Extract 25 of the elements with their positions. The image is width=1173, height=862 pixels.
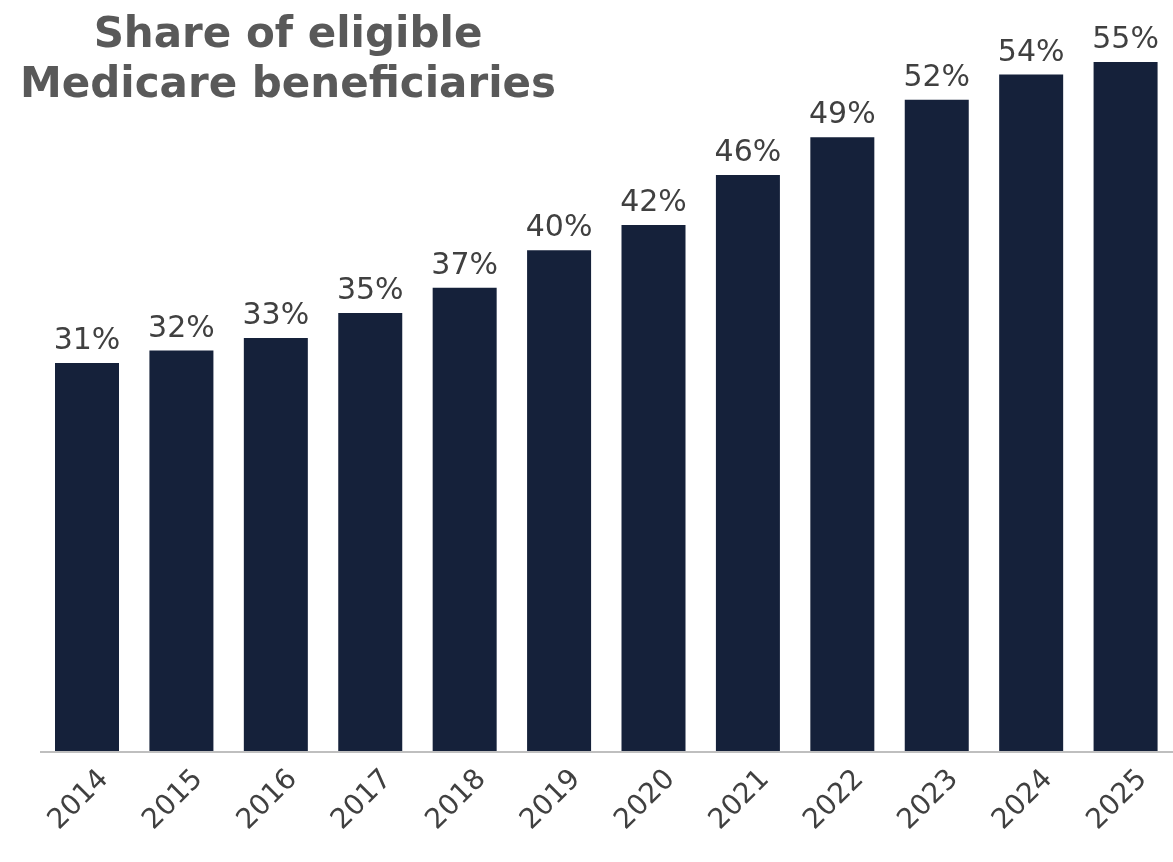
bar xyxy=(904,99,969,752)
bar xyxy=(149,350,214,752)
bar xyxy=(810,137,875,752)
bar xyxy=(527,250,592,752)
data-label: 54% xyxy=(997,32,1065,68)
data-label: 52% xyxy=(903,57,971,93)
bar xyxy=(999,74,1064,752)
data-label: 37% xyxy=(431,245,499,281)
data-label: 35% xyxy=(336,270,404,306)
data-label: 46% xyxy=(714,132,782,168)
data-label: 31% xyxy=(53,321,121,357)
data-label: 49% xyxy=(808,95,876,131)
chart-title: Share of eligible Medicare beneficiaries xyxy=(18,8,558,108)
data-label: 40% xyxy=(525,208,593,244)
data-label: 42% xyxy=(620,183,687,219)
bar xyxy=(55,363,119,752)
bar xyxy=(243,338,308,752)
bar xyxy=(338,312,403,752)
bar xyxy=(432,287,497,752)
bar xyxy=(1093,62,1158,752)
data-label: 32% xyxy=(148,308,215,344)
bar xyxy=(715,174,780,752)
bar xyxy=(621,225,686,752)
data-label: 33% xyxy=(242,296,310,331)
data-label: 55% xyxy=(1092,20,1159,55)
